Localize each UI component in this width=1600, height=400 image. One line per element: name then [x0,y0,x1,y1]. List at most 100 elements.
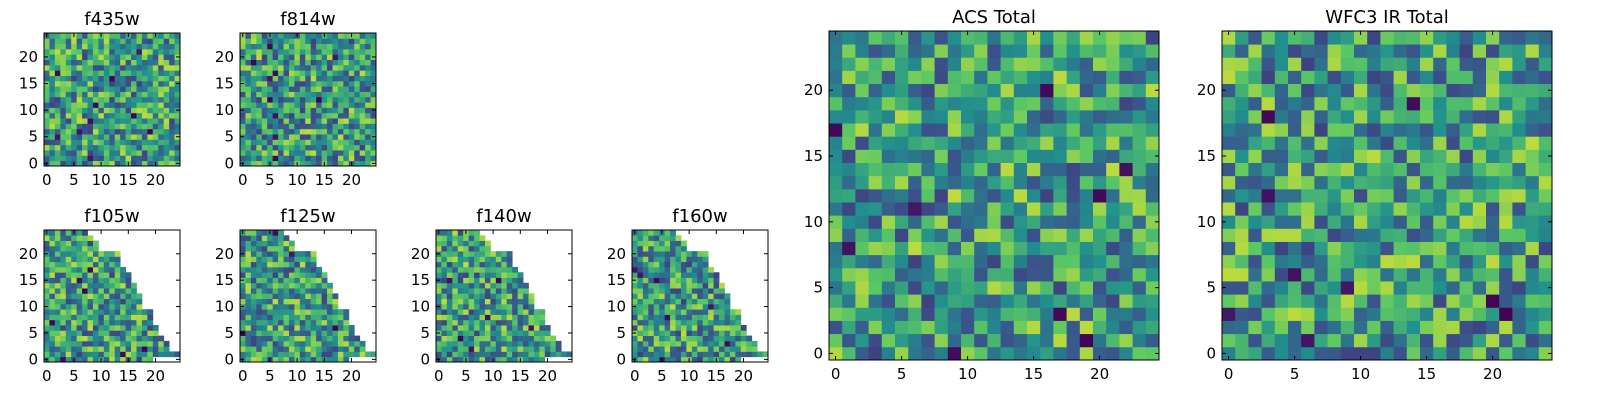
heatmap-cell [675,261,682,268]
heatmap-cell [256,303,263,310]
heatmap-cell [250,293,257,300]
x-tick-label: 0 [238,367,248,385]
heatmap-cell [49,48,56,55]
heatmap-cell [114,150,121,156]
heatmap-cell [1040,70,1054,85]
heatmap-cell [54,43,61,50]
heatmap-cell [365,80,371,87]
heatmap-cell [283,351,290,358]
heatmap-cell [131,139,137,146]
heatmap-cell [637,356,644,363]
heatmap-cell [278,160,284,167]
heatmap-cell [523,309,529,315]
heatmap-cell [1512,31,1526,45]
heatmap-cell [1132,83,1147,98]
heatmap-cell [829,241,843,256]
heatmap-cell [267,75,274,82]
heatmap-cell [1222,96,1236,111]
heatmap-cell [60,139,67,146]
heatmap-cell [1079,149,1094,163]
heatmap-cell [506,356,513,363]
heatmap-cell [60,144,67,151]
heatmap-cell [517,335,524,342]
heatmap-cell [708,319,714,326]
heatmap-cell [1222,70,1236,85]
heatmap-cell [474,325,480,331]
heatmap-cell [1406,202,1421,216]
heatmap-cell [1235,333,1249,348]
heatmap-cell [49,356,56,363]
heatmap-cell [163,33,170,39]
heatmap-cell [288,351,295,358]
heatmap-cell [1301,136,1315,150]
heatmap-cell [370,351,377,358]
heatmap-cell [1340,70,1355,85]
heatmap-cell [332,70,339,76]
heatmap-cell [974,228,988,242]
heatmap-cell [120,160,126,167]
x-tick-label: 20 [734,367,753,385]
heatmap-cell [642,277,649,284]
heatmap-cell [702,346,709,352]
heatmap-cell [934,31,949,45]
heatmap-cell [120,139,126,146]
heatmap-cell [484,351,491,358]
heatmap-cell [1327,109,1342,124]
heatmap-cell [256,325,263,331]
heatmap-cell [174,112,181,119]
heatmap-cell [637,351,644,358]
heatmap-cell [1288,83,1302,98]
heatmap-cell [702,256,709,263]
heatmap-cell [1248,254,1262,269]
heatmap-cell [653,256,660,263]
heatmap-cell [332,33,339,39]
heatmap-cell [1459,175,1474,190]
heatmap-cell [1486,109,1500,124]
heatmap-cell [169,91,175,98]
heatmap-cell [895,307,909,321]
heatmap-cell [76,38,83,45]
heatmap-cell [82,266,88,273]
heatmap-cell [729,335,736,342]
heatmap-cell [468,256,475,263]
heatmap-cell [305,335,312,342]
heatmap-cell [479,298,486,305]
heatmap-cell [337,356,344,363]
heatmap-cell [316,134,322,140]
heatmap-cell [446,235,453,241]
x-tick-label: 0 [1224,365,1234,383]
heatmap-cell [1380,70,1394,85]
heatmap-cell [479,335,486,342]
heatmap-cell [1525,346,1540,361]
heatmap-cell [855,333,869,348]
heatmap-cell [125,112,132,119]
heatmap-cell [1066,44,1081,58]
heatmap-cell [1538,109,1553,124]
heatmap-cell [272,235,279,241]
heatmap-cell [240,112,246,119]
heatmap-cell [1314,281,1328,295]
heatmap-cell [1340,109,1355,124]
heatmap-cell [452,314,459,321]
heatmap-cell [1486,254,1500,269]
heatmap-cell [76,70,83,76]
heatmap-cell [501,346,508,352]
heatmap-cell [305,288,312,294]
heatmap-cell [881,267,896,282]
heatmap-cell [359,107,366,114]
x-tick-label: 5 [69,171,79,189]
heatmap-cell [512,335,518,342]
heatmap-cell [87,346,94,352]
heatmap-cell [109,303,116,310]
heatmap-cell [1013,149,1028,163]
heatmap-cell [370,155,377,162]
heatmap-cell [1132,281,1147,295]
heatmap-cell [256,150,263,156]
heatmap-cell [136,38,143,45]
heatmap-cell [1446,175,1460,190]
heatmap-cell [544,340,551,347]
heatmap-cell [283,102,290,108]
heatmap-cell [1079,109,1094,124]
heatmap-cell [87,351,94,358]
heatmap-cell [283,266,290,273]
